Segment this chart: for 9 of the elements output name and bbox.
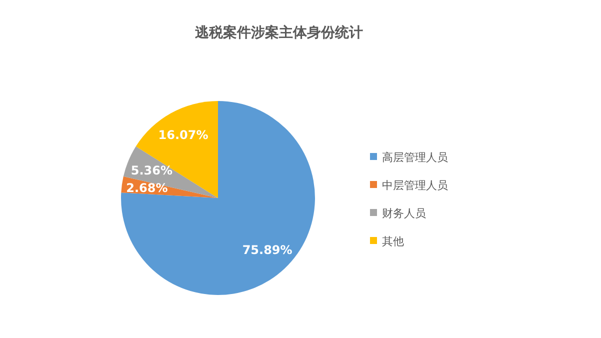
data-label: 5.36% <box>130 164 173 178</box>
data-label: 2.68% <box>126 180 168 195</box>
legend-label: 其他 <box>382 235 404 248</box>
legend-label: 中层管理人员 <box>382 179 448 192</box>
chart-title: 逃税案件涉案主体身份统计 <box>194 24 363 41</box>
legend-label: 高层管理人员 <box>382 151 448 164</box>
data-label: 16.07% <box>158 128 208 142</box>
legend-label: 财务人员 <box>382 207 426 220</box>
data-label: 75.89% <box>242 243 292 258</box>
